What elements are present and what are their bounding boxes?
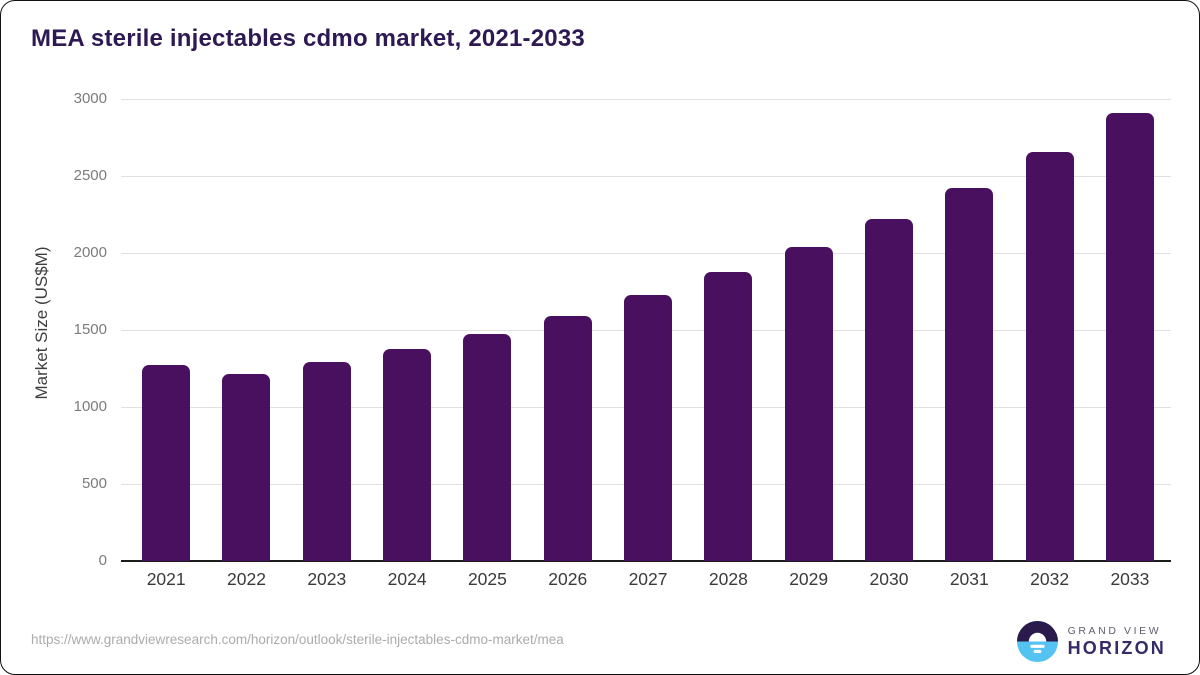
bar-2027 xyxy=(624,294,673,561)
bar-slot xyxy=(287,362,367,561)
bar-slot xyxy=(608,294,688,561)
y-tick-label-1500: 1500 xyxy=(73,321,107,338)
x-axis-line xyxy=(121,560,1171,562)
bar-2021 xyxy=(142,364,191,561)
gridline-3000 xyxy=(121,99,1171,100)
y-tick-label-2000: 2000 xyxy=(73,244,107,261)
logo-line1: GRAND VIEW xyxy=(1067,625,1162,637)
y-tick-label-1000: 1000 xyxy=(73,398,107,415)
bar-2032 xyxy=(1025,152,1074,561)
bar-slot xyxy=(688,272,768,561)
chart-title: MEA sterile injectables cdmo market, 202… xyxy=(31,25,585,52)
x-tick-label-2028: 2028 xyxy=(708,569,748,589)
bar-2029 xyxy=(784,246,833,561)
logo-line2: HORIZON xyxy=(1067,638,1166,658)
bar-2030 xyxy=(864,219,913,561)
y-tick-label-3000: 3000 xyxy=(73,90,107,107)
bar-slot xyxy=(528,316,608,561)
horizon-logo-icon xyxy=(1016,621,1058,662)
bar-2024 xyxy=(383,349,432,561)
x-axis-tick-labels: 2021 2022 2023 2024 2025 2026 2027 2028 2029 2030… xyxy=(126,569,1170,593)
x-tick-label-2032: 2032 xyxy=(1030,569,1070,589)
logo-wordmark: GRAND VIEW HORIZON xyxy=(1068,625,1166,658)
y-axis-tick-labels: 0 500 1000 1500 2000 2500 3000 xyxy=(1,90,107,569)
grand-view-horizon-logo: GRAND VIEW HORIZON xyxy=(1016,621,1166,662)
bar-slot xyxy=(367,349,447,561)
x-tick-label-2031: 2031 xyxy=(949,569,989,589)
x-tick-label-2025: 2025 xyxy=(467,569,507,589)
bar-2033 xyxy=(1105,112,1154,561)
bar-slot xyxy=(929,188,1009,561)
x-tick-label-2033: 2033 xyxy=(1110,569,1150,589)
x-tick-label-2026: 2026 xyxy=(548,569,588,589)
y-tick-label-2500: 2500 xyxy=(73,167,107,184)
gridline-2500 xyxy=(121,176,1171,177)
bar-2026 xyxy=(543,316,592,561)
x-tick-label-2027: 2027 xyxy=(628,569,668,589)
gridline-2000 xyxy=(121,253,1171,254)
bar-slot xyxy=(206,373,286,561)
x-tick-label-2029: 2029 xyxy=(789,569,829,589)
bar-slot xyxy=(769,246,849,561)
y-tick-label-500: 500 xyxy=(81,475,107,492)
bar-2023 xyxy=(302,362,351,561)
x-tick-label-2023: 2023 xyxy=(307,569,347,589)
bar-slot xyxy=(1009,152,1089,561)
bar-2031 xyxy=(945,188,994,561)
bar-2022 xyxy=(222,373,271,561)
bar-slot xyxy=(447,333,527,561)
x-tick-label-2030: 2030 xyxy=(869,569,909,589)
bar-slot xyxy=(849,219,929,561)
x-tick-label-2021: 2021 xyxy=(146,569,186,589)
x-tick-label-2024: 2024 xyxy=(387,569,427,589)
bar-slot xyxy=(126,364,206,561)
x-tick-label-2022: 2022 xyxy=(227,569,266,589)
source-url: https://www.grandviewresearch.com/horizo… xyxy=(31,632,564,647)
y-tick-label-0: 0 xyxy=(98,552,107,569)
bar-2025 xyxy=(463,333,512,561)
bars-container xyxy=(126,99,1170,561)
bar-slot xyxy=(1090,112,1170,561)
bar-2028 xyxy=(704,272,753,561)
